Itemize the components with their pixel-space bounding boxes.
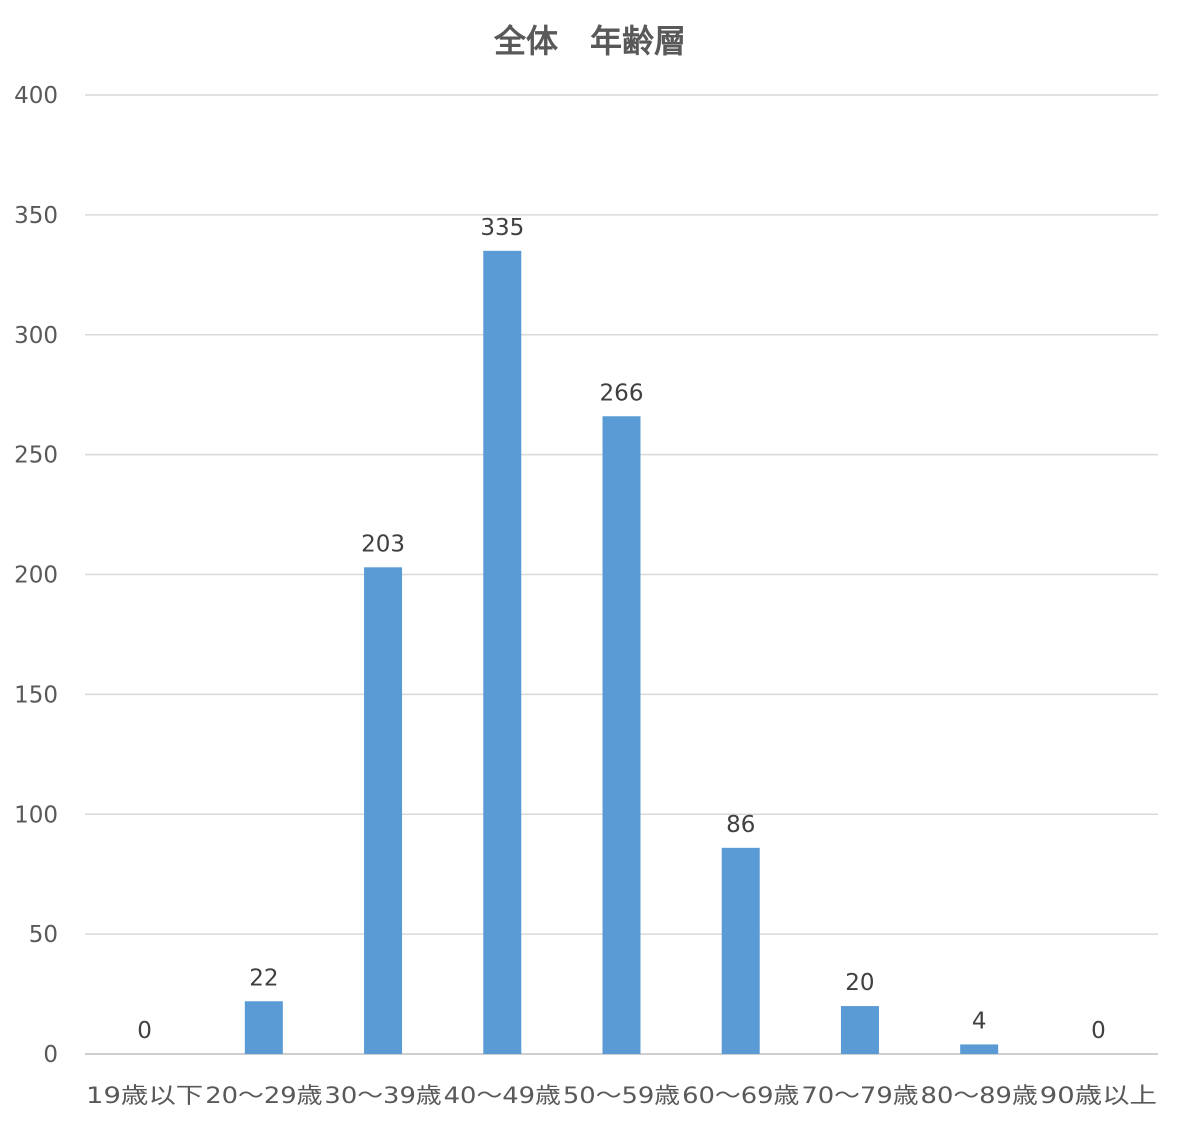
x-tick-label: 20～29歳 <box>205 1084 322 1109</box>
x-tick-label: 60～69歳 <box>682 1084 799 1109</box>
x-tick-label: 19歳以下 <box>86 1084 203 1109</box>
y-tick-label: 400 <box>14 83 58 109</box>
x-tick-label: 40～49歳 <box>444 1084 561 1109</box>
data-label: 0 <box>1091 1018 1106 1044</box>
bar <box>364 567 403 1054</box>
y-tick-label: 300 <box>14 323 58 349</box>
x-tick-label: 90歳以上 <box>1040 1084 1157 1109</box>
data-label: 4 <box>972 1008 987 1034</box>
bars-layer <box>244 250 999 1054</box>
bar <box>721 847 760 1054</box>
y-tick-label: 350 <box>14 203 58 229</box>
y-tick-label: 0 <box>43 1042 58 1068</box>
chart-title: 全体 年齢層 <box>493 22 686 60</box>
data-label: 86 <box>726 812 755 838</box>
data-label: 22 <box>249 965 278 991</box>
bar <box>244 1001 283 1054</box>
bar <box>840 1006 879 1054</box>
data-label: 266 <box>600 380 644 406</box>
y-tick-label: 50 <box>29 922 58 948</box>
x-tick-label: 30～39歳 <box>324 1084 441 1109</box>
bar <box>483 250 522 1054</box>
bar <box>960 1044 999 1054</box>
x-axis-ticks: 19歳以下 20～29歳 30～39歳 40～49歳 50～59歳 60～69歳 70～79… <box>86 1084 1157 1109</box>
data-label: 0 <box>137 1018 152 1044</box>
x-tick-label: 80～89歳 <box>921 1084 1038 1109</box>
data-label: 203 <box>361 531 405 557</box>
x-tick-label: 70～79歳 <box>801 1084 918 1109</box>
data-label: 335 <box>480 215 524 241</box>
y-tick-label: 200 <box>14 563 58 589</box>
y-tick-label: 150 <box>14 682 58 708</box>
y-tick-label: 100 <box>14 802 58 828</box>
bar <box>602 416 641 1054</box>
y-tick-label: 250 <box>14 443 58 469</box>
data-labels-layer: 0 22 203 335 266 86 20 4 0 <box>137 215 1105 1044</box>
data-label: 20 <box>845 970 874 996</box>
x-tick-label: 50～59歳 <box>563 1084 680 1109</box>
y-axis-ticks: 0 50 100 150 200 250 300 350 400 <box>14 83 58 1068</box>
